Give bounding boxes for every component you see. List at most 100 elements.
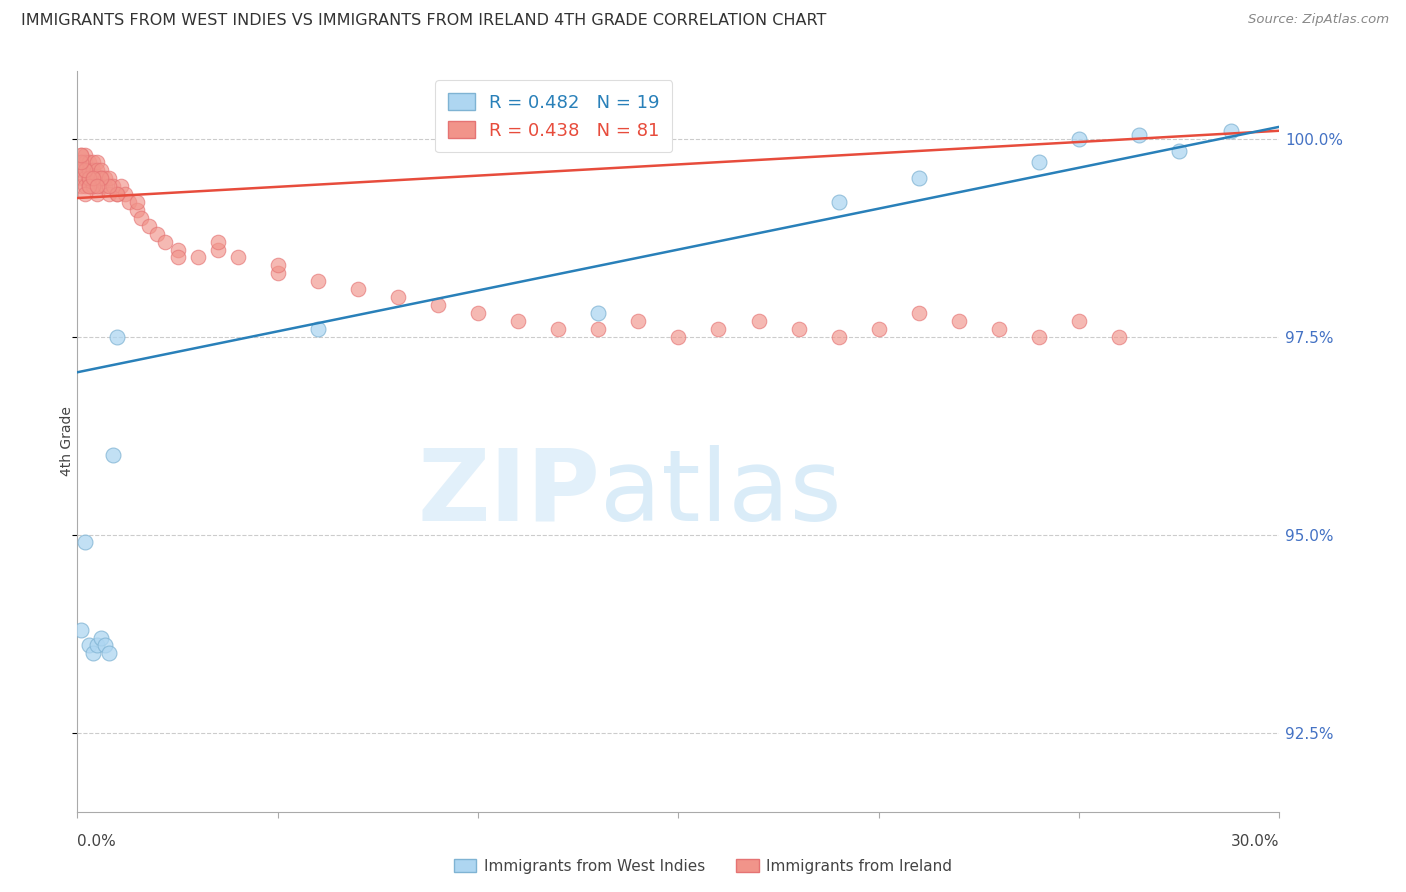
Point <box>1069 131 1091 145</box>
Point <box>90 171 112 186</box>
Text: 30.0%: 30.0% <box>1232 834 1279 849</box>
Point <box>94 639 117 653</box>
Point <box>98 646 121 660</box>
Point <box>90 179 112 194</box>
Point <box>70 171 93 186</box>
Point <box>82 171 104 186</box>
Point <box>347 282 370 296</box>
Point <box>1128 128 1150 142</box>
Point <box>868 322 890 336</box>
Point <box>103 179 125 194</box>
Point <box>86 639 108 653</box>
Point <box>86 155 108 169</box>
Point <box>94 179 117 194</box>
Point <box>988 322 1011 336</box>
Point <box>267 258 290 272</box>
Point <box>70 179 93 194</box>
Point <box>307 322 329 336</box>
Y-axis label: 4th Grade: 4th Grade <box>60 407 75 476</box>
Point <box>467 306 489 320</box>
Point <box>79 171 101 186</box>
Point <box>82 163 104 178</box>
Point <box>75 535 97 549</box>
Point <box>75 179 97 194</box>
Point <box>98 179 121 194</box>
Point <box>387 290 409 304</box>
Point <box>155 235 177 249</box>
Point <box>75 163 97 178</box>
Point <box>70 163 93 178</box>
Point <box>1028 329 1050 343</box>
Point <box>207 243 229 257</box>
Point <box>90 631 112 645</box>
Point <box>98 187 121 202</box>
Point <box>82 171 104 186</box>
Point <box>82 646 104 660</box>
Point <box>79 179 101 194</box>
Point <box>70 623 93 637</box>
Point <box>707 322 730 336</box>
Point <box>588 322 610 336</box>
Point <box>787 322 810 336</box>
Point <box>79 171 101 186</box>
Point <box>828 329 851 343</box>
Point <box>75 187 97 202</box>
Point <box>207 235 229 249</box>
Point <box>82 155 104 169</box>
Point <box>86 171 108 186</box>
Point <box>82 179 104 194</box>
Point <box>107 329 129 343</box>
Point <box>1168 144 1191 158</box>
Point <box>82 179 104 194</box>
Point <box>127 202 149 217</box>
Point <box>70 155 93 169</box>
Point <box>547 322 569 336</box>
Point <box>226 251 249 265</box>
Point <box>1069 314 1091 328</box>
Point <box>1028 155 1050 169</box>
Point <box>79 639 101 653</box>
Point <box>307 274 329 288</box>
Point <box>75 147 97 161</box>
Point <box>75 163 97 178</box>
Point <box>70 147 93 161</box>
Point <box>908 306 931 320</box>
Point <box>79 155 101 169</box>
Point <box>166 251 188 265</box>
Point <box>668 329 690 343</box>
Point <box>1220 124 1243 138</box>
Point <box>948 314 970 328</box>
Point <box>94 171 117 186</box>
Point <box>75 171 97 186</box>
Point <box>79 163 101 178</box>
Point <box>131 211 153 225</box>
Point <box>70 147 93 161</box>
Point <box>828 194 851 209</box>
Legend: Immigrants from West Indies, Immigrants from Ireland: Immigrants from West Indies, Immigrants … <box>447 853 959 880</box>
Point <box>146 227 169 241</box>
Point <box>79 179 101 194</box>
Text: atlas: atlas <box>600 445 842 541</box>
Point <box>86 187 108 202</box>
Point <box>107 187 129 202</box>
Point <box>75 155 97 169</box>
Point <box>114 187 136 202</box>
Point <box>908 171 931 186</box>
Text: IMMIGRANTS FROM WEST INDIES VS IMMIGRANTS FROM IRELAND 4TH GRADE CORRELATION CHA: IMMIGRANTS FROM WEST INDIES VS IMMIGRANT… <box>21 13 827 29</box>
Point <box>86 163 108 178</box>
Point <box>110 179 132 194</box>
Point <box>427 298 450 312</box>
Point <box>103 449 125 463</box>
Text: ZIP: ZIP <box>418 445 600 541</box>
Point <box>138 219 160 233</box>
Point <box>127 194 149 209</box>
Point <box>70 155 93 169</box>
Legend: R = 0.482   N = 19, R = 0.438   N = 81: R = 0.482 N = 19, R = 0.438 N = 81 <box>434 80 672 153</box>
Point <box>86 179 108 194</box>
Point <box>118 194 141 209</box>
Point <box>267 266 290 280</box>
Point <box>508 314 530 328</box>
Point <box>107 187 129 202</box>
Point <box>588 306 610 320</box>
Text: Source: ZipAtlas.com: Source: ZipAtlas.com <box>1249 13 1389 27</box>
